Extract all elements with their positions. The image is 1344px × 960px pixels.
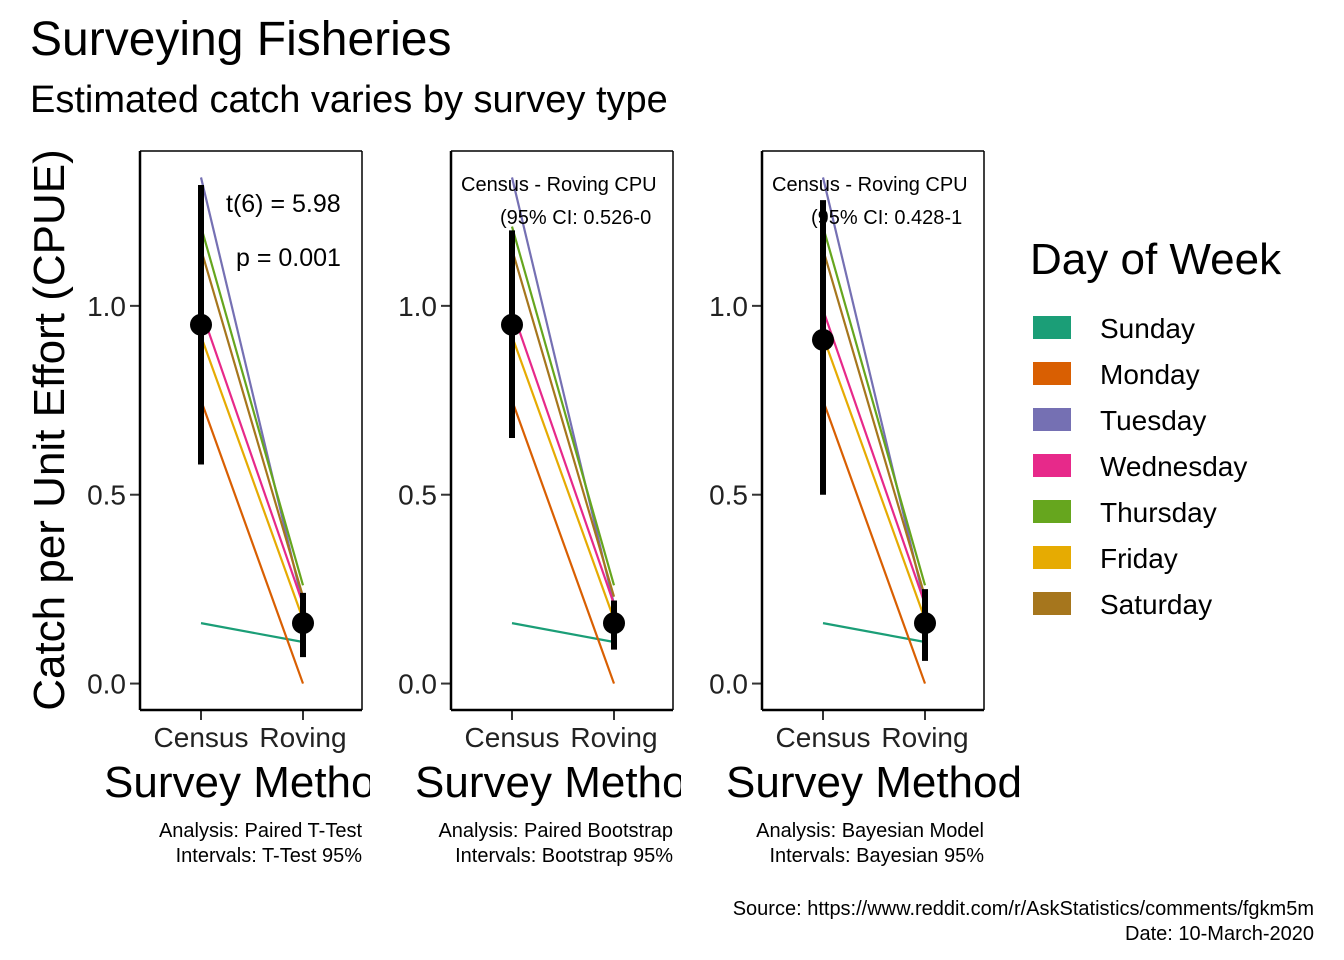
legend-title: Day of Week xyxy=(1030,235,1282,284)
chart-title: Surveying Fisheries xyxy=(30,13,452,66)
x-axis-title: Survey Method xyxy=(104,758,400,807)
series-line-saturday xyxy=(510,248,616,597)
y-tick-label: 0.5 xyxy=(709,480,748,511)
date-caption: Date: 10-March-2020 xyxy=(1125,923,1314,945)
annotation-line-1: Census - Roving CPU xyxy=(461,174,657,196)
legend-label-wednesday: Wednesday xyxy=(1100,451,1247,482)
panels: 0.0 0.5 1.0 Census Roving t(6) = 5.98 p = 0.00… xyxy=(87,150,1022,867)
estimate-point xyxy=(501,313,523,336)
x-tick-label: Census xyxy=(465,722,560,753)
annotation-line-2: p = 0.001 xyxy=(236,244,341,272)
series-line-wednesday xyxy=(821,309,927,605)
series-line-wednesday xyxy=(199,309,305,605)
source-caption: Source: https://www.reddit.com/r/AskStat… xyxy=(733,898,1314,920)
series-line-thursday xyxy=(199,226,305,586)
legend-label-sunday: Sunday xyxy=(1100,313,1195,344)
legend-swatch-wednesday xyxy=(1033,454,1071,477)
chart-subtitle: Estimated catch varies by survey type xyxy=(30,79,668,121)
y-tick-label: 1.0 xyxy=(87,291,126,322)
panel-3: 0.0 0.5 1.0 Census Roving Census - Roving CPU… xyxy=(709,150,1022,867)
legend-label-monday: Monday xyxy=(1100,359,1200,390)
legend-label-friday: Friday xyxy=(1100,543,1178,574)
series-line-saturday xyxy=(199,248,305,597)
panel-caption-line: Analysis: Paired Bootstrap xyxy=(438,820,673,842)
series-line-wednesday xyxy=(510,309,616,605)
panel-caption-line: Intervals: Bootstrap 95% xyxy=(455,845,673,867)
legend-swatch-tuesday xyxy=(1033,408,1071,431)
plot-area xyxy=(501,177,625,684)
x-axis-title: Survey Method xyxy=(415,758,711,807)
legend-label-saturday: Saturday xyxy=(1100,589,1212,620)
series-line-tuesday xyxy=(199,177,305,605)
x-tick-label: Roving xyxy=(259,722,346,753)
y-tick-label: 0.5 xyxy=(398,480,437,511)
series-line-friday xyxy=(821,335,927,620)
y-tick-label: 1.0 xyxy=(398,291,437,322)
series-line-monday xyxy=(821,399,927,684)
panel-1: 0.0 0.5 1.0 Census Roving t(6) = 5.98 p = 0.00… xyxy=(87,150,400,867)
x-tick-label: Census xyxy=(776,722,871,753)
estimate-point xyxy=(190,313,212,336)
estimate-point xyxy=(812,328,834,351)
panel-caption-line: Analysis: Paired T-Test xyxy=(159,820,362,842)
series-line-thursday xyxy=(510,226,616,586)
series-line-monday xyxy=(510,399,616,684)
y-tick-label: 1.0 xyxy=(709,291,748,322)
estimate-point xyxy=(603,612,625,635)
series-line-tuesday xyxy=(821,177,927,605)
series-line-saturday xyxy=(821,248,927,597)
y-axis-title: Catch per Unit Effort (CPUE) xyxy=(25,149,74,711)
annotation-line-2: (95% CI: 0.428-1 xyxy=(811,207,962,229)
series-line-tuesday xyxy=(510,177,616,605)
annotation-line-2: (95% CI: 0.526-0 xyxy=(500,207,651,229)
annotation-line-1: t(6) = 5.98 xyxy=(226,190,341,218)
x-tick-label: Roving xyxy=(570,722,657,753)
legend-swatch-saturday xyxy=(1033,592,1071,615)
plot-area xyxy=(190,177,314,684)
y-tick-label: 0.5 xyxy=(87,480,126,511)
legend-swatch-sunday xyxy=(1033,316,1071,339)
plot-area xyxy=(812,177,936,684)
legend-swatch-monday xyxy=(1033,362,1071,385)
legend: Day of Week Sunday Monday Tuesday Wednesday… xyxy=(1030,235,1282,620)
annotation-line-1: Census - Roving CPU xyxy=(772,174,968,196)
legend-label-tuesday: Tuesday xyxy=(1100,405,1206,436)
legend-swatch-friday xyxy=(1033,546,1071,569)
series-line-thursday xyxy=(821,226,927,586)
legend-swatch-thursday xyxy=(1033,500,1071,523)
x-tick-label: Roving xyxy=(881,722,968,753)
y-tick-label: 0.0 xyxy=(709,669,748,700)
estimate-point xyxy=(914,612,936,635)
series-line-friday xyxy=(510,335,616,620)
x-axis-title: Survey Method xyxy=(726,758,1022,807)
legend-label-thursday: Thursday xyxy=(1100,497,1217,528)
estimate-point xyxy=(292,612,314,635)
panel-2: 0.0 0.5 1.0 Census Roving Census - Roving CPU… xyxy=(398,150,711,867)
series-line-monday xyxy=(199,399,305,684)
y-tick-label: 0.0 xyxy=(87,669,126,700)
y-tick-label: 0.0 xyxy=(398,669,437,700)
x-tick-label: Census xyxy=(154,722,249,753)
panel-caption-line: Intervals: T-Test 95% xyxy=(176,845,363,867)
panel-caption-line: Intervals: Bayesian 95% xyxy=(769,845,984,867)
series-line-friday xyxy=(199,335,305,620)
panel-caption-line: Analysis: Bayesian Model xyxy=(756,820,984,842)
